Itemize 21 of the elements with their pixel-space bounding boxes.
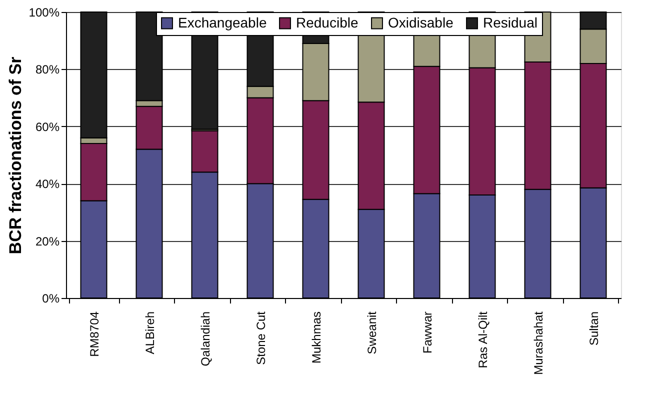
x-tick-label: Mukhmas — [309, 312, 324, 364]
x-tick-label: Stone Cut — [254, 310, 268, 365]
y-tick-label: 40% — [35, 177, 60, 192]
y-axis-title: BCR fractionations of Sr — [6, 56, 25, 254]
y-tick-label: 20% — [35, 234, 60, 248]
x-tick-label: Qalandiah — [198, 312, 212, 366]
x-tick-label: RM8704 — [87, 311, 102, 357]
x-tick-label: ALBireh — [142, 312, 157, 354]
y-tick-label: 100% — [28, 6, 60, 20]
x-tick-label: Ras Al-Qilt — [476, 310, 490, 368]
x-tick-label: Sultan — [586, 312, 601, 346]
legend-label: Exchangeable — [178, 14, 267, 30]
y-tick-label: 80% — [35, 62, 60, 77]
legend-label: Residual — [483, 14, 538, 30]
legend-label: Oxidisable — [388, 14, 454, 30]
x-tick-label: Fawwar — [420, 312, 434, 354]
y-tick-label: 0% — [42, 292, 60, 306]
x-tick-label: Sweanit — [364, 310, 379, 354]
legend-label: Reducible — [296, 14, 358, 30]
x-tick-label: Murashahat — [531, 310, 546, 375]
y-tick-label: 60% — [35, 120, 60, 134]
